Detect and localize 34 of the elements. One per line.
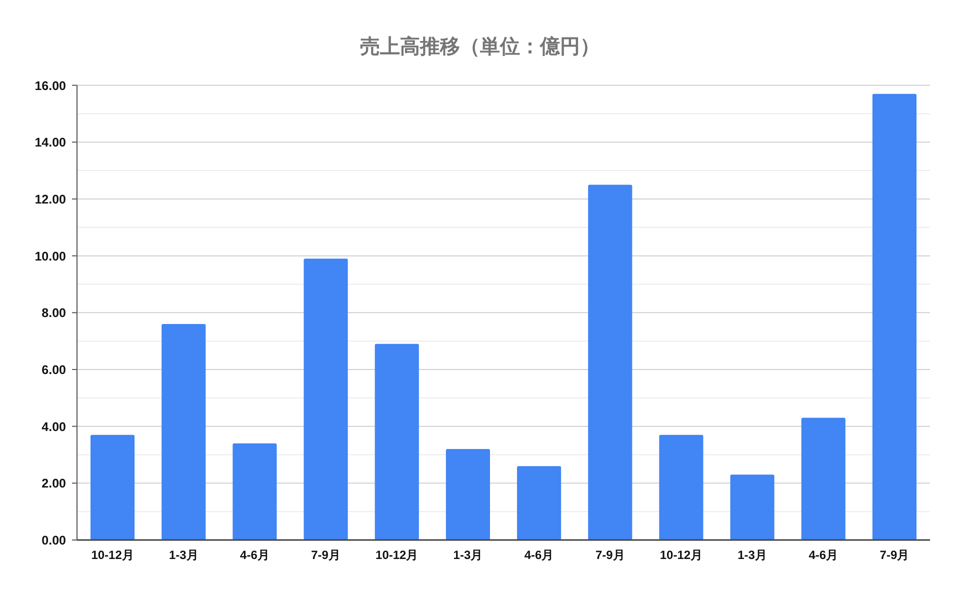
y-tick-label: 12.00 [34,192,66,206]
bar [374,344,419,540]
bar [588,184,632,540]
bar [446,449,490,540]
bar [304,258,348,540]
x-tick-label: 10-12月 [376,548,418,562]
bar [90,434,135,540]
y-tick-label: 8.00 [42,306,66,320]
bar [517,466,562,540]
x-tick-label: 7-9月 [311,548,340,562]
y-tick-label: 2.00 [42,476,66,491]
y-tick-label: 6.00 [42,362,66,377]
y-tick-label: 0.00 [42,534,66,548]
chart-title: 売上高推移（単位：億円） [360,35,600,58]
x-tick-label: 10-12月 [91,548,134,562]
bar [162,324,206,540]
x-tick-label: 1-3月 [738,548,767,562]
y-tick-label: 10.00 [34,249,66,264]
x-tick-label: 10-12月 [660,548,703,562]
x-tick-label: 7-9月 [595,548,625,562]
bar [872,94,916,540]
x-tick-label: 4-6月 [524,548,554,562]
y-tick-label: 14.00 [34,136,66,150]
y-tick-label: 4.00 [42,420,66,434]
x-tick-label: 7-9月 [880,548,910,562]
bar [232,443,277,540]
bar [801,418,846,540]
x-tick-label: 1-3月 [453,548,483,562]
x-tick-label: 1-3月 [168,548,198,562]
x-tick-label: 4-6月 [808,548,838,562]
bar [730,474,774,540]
bar [659,434,704,540]
y-tick-label: 16.00 [34,78,66,93]
x-tick-label: 4-6月 [240,548,270,562]
